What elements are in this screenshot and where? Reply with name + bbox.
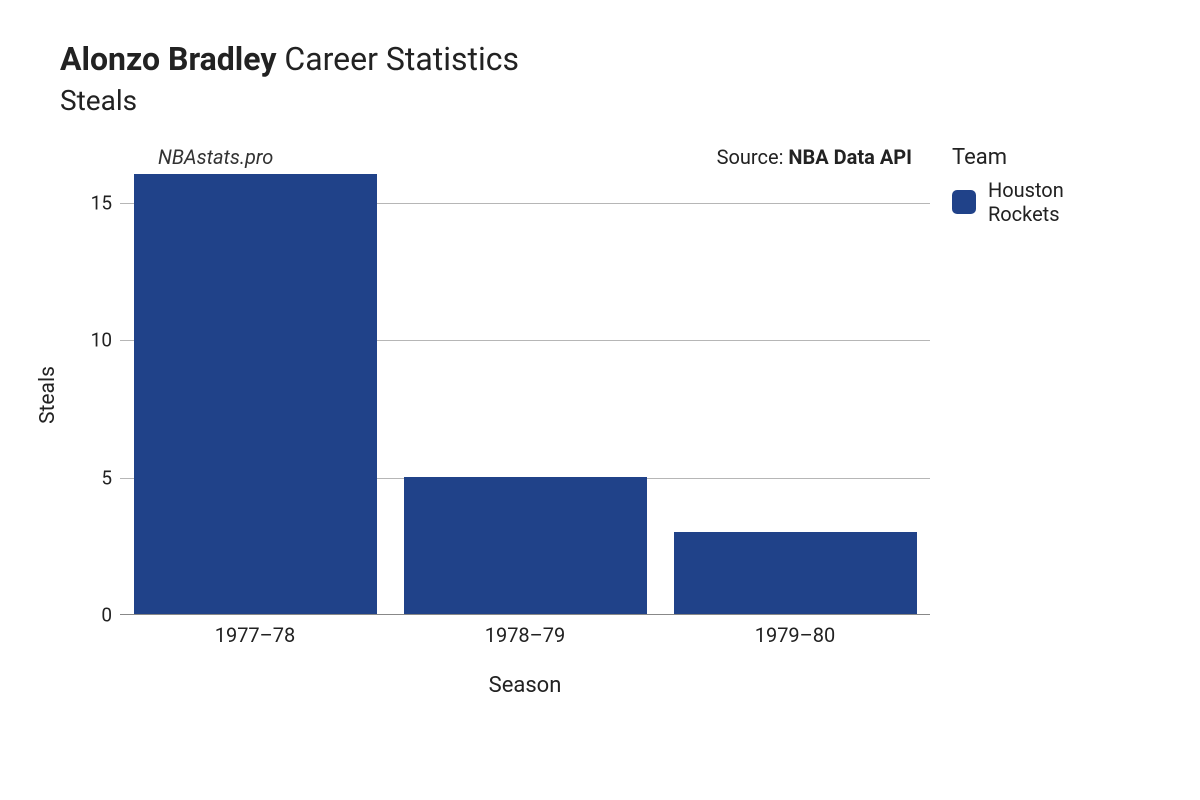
source-name: NBA Data API — [788, 145, 912, 169]
y-axis: Steals 051015 — [60, 175, 120, 615]
x-axis: 1977–78 1978–79 1979–80 — [120, 615, 930, 651]
y-axis-label: Steals — [36, 366, 60, 424]
legend-swatch — [952, 190, 976, 214]
source-text: Source: NBA Data API — [717, 145, 912, 169]
bar — [674, 532, 917, 615]
legend: Team Houston Rockets — [952, 145, 1140, 226]
plot-row: Steals 051015 — [60, 175, 930, 615]
y-tick: 10 — [91, 329, 112, 352]
bar — [404, 477, 647, 615]
chart-annotations: NBAstats.pro Source: NBA Data API — [120, 145, 930, 171]
legend-item: Houston Rockets — [952, 178, 1140, 226]
source-prefix: Source: — [717, 145, 789, 169]
watermark-text: NBAstats.pro — [158, 145, 273, 169]
legend-title: Team — [952, 145, 1140, 170]
x-axis-label: Season — [120, 673, 930, 698]
title-player-name: Alonzo Bradley — [60, 40, 276, 78]
y-tick: 15 — [91, 191, 112, 214]
chart-container: Alonzo Bradley Career Statistics Steals … — [0, 0, 1200, 738]
x-tick: 1977–78 — [215, 623, 296, 647]
y-tick: 0 — [101, 604, 112, 627]
chart-frame: NBAstats.pro Source: NBA Data API Steals… — [60, 145, 930, 698]
page-subtitle: Steals — [60, 84, 1140, 117]
x-tick: 1978–79 — [485, 623, 566, 647]
chart-row: NBAstats.pro Source: NBA Data API Steals… — [60, 145, 1140, 698]
plot-area — [120, 175, 930, 615]
title-rest: Career Statistics — [276, 40, 519, 78]
y-tick: 5 — [101, 466, 112, 489]
legend-label: Houston Rockets — [988, 178, 1140, 226]
x-tick: 1979–80 — [755, 623, 836, 647]
legend-items: Houston Rockets — [952, 178, 1140, 226]
page-title: Alonzo Bradley Career Statistics — [60, 40, 1140, 78]
bar — [134, 174, 377, 614]
